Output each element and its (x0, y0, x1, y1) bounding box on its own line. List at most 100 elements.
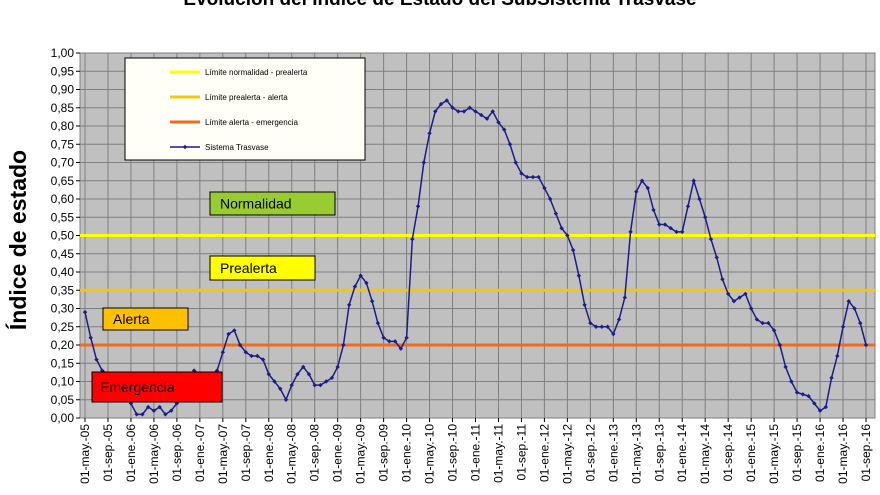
data-point (622, 295, 628, 300)
data-point (789, 379, 794, 384)
data-point (410, 236, 415, 242)
y-tick-label: 0,45 (51, 247, 75, 261)
x-tick-label: 01-sep.-11 (514, 424, 528, 481)
data-point (628, 229, 633, 235)
data-point (312, 382, 317, 388)
data-point (536, 174, 541, 180)
data-point (685, 204, 691, 209)
chart-title: Evolución del Índice de Estado del SubSi… (183, 0, 696, 10)
y-tick-label: 0,35 (51, 283, 75, 297)
zone-label: Prealerta (220, 260, 277, 276)
x-tick-label: 01-ene.-11 (469, 424, 483, 481)
data-point (547, 196, 553, 202)
data-point (800, 392, 806, 397)
data-point (812, 401, 817, 406)
data-point (421, 160, 427, 165)
y-tick-label: 0,10 (51, 375, 75, 389)
data-point (513, 160, 518, 165)
data-point (605, 324, 610, 329)
x-tick-label: 01-may.-09 (354, 424, 368, 484)
data-point (438, 101, 444, 107)
data-point (703, 215, 708, 220)
data-point (668, 226, 673, 231)
data-point (329, 375, 335, 381)
data-point (777, 342, 783, 348)
data-point (725, 291, 731, 297)
x-tick-label: 01-sep.-07 (239, 424, 253, 482)
x-tick-label: 01-sep.-15 (790, 424, 804, 482)
data-point (743, 291, 748, 297)
data-point (479, 112, 484, 118)
legend-label: Sistema Trasvase (205, 143, 269, 152)
x-tick-label: 01-sep.-14 (721, 424, 735, 482)
data-point (697, 196, 702, 202)
data-point (237, 342, 243, 348)
data-point (283, 397, 289, 402)
x-tick-label: 01-ene.-07 (193, 424, 207, 482)
data-point (461, 109, 467, 114)
legend-label: Límite prealerta - alerta (205, 93, 288, 102)
data-point (335, 364, 340, 370)
data-point (163, 412, 168, 417)
data-point (220, 350, 226, 355)
y-tick-label: 0,55 (51, 210, 75, 224)
data-point (398, 346, 404, 351)
data-point (582, 302, 587, 308)
data-point (852, 306, 857, 311)
data-point (714, 255, 719, 260)
y-tick-label: 0,20 (51, 338, 75, 352)
data-point (168, 408, 174, 413)
x-tick-label: 01-ene.-10 (400, 424, 414, 482)
y-tick-label: 0,50 (51, 229, 75, 243)
x-tick-label: 01-may.-07 (216, 424, 230, 484)
x-tick-label: 01-may.-16 (836, 424, 850, 484)
data-point (140, 412, 145, 417)
data-point (588, 320, 593, 326)
data-point (754, 317, 760, 322)
zone-box (209, 255, 316, 281)
y-tick-label: 0,80 (51, 119, 75, 133)
data-point (473, 109, 478, 114)
legend-label: Límite alerta - emergencia (205, 118, 298, 127)
data-point (760, 320, 765, 326)
data-point (318, 382, 323, 388)
y-tick-label: 0,00 (51, 411, 75, 425)
data-point (634, 189, 639, 194)
data-point (243, 350, 248, 355)
data-point (593, 324, 599, 329)
data-point (232, 328, 237, 333)
data-point (817, 408, 823, 413)
x-tick-label: 01-may.-11 (491, 424, 505, 483)
data-point (806, 393, 811, 399)
data-point (364, 280, 369, 286)
data-point (720, 277, 725, 282)
zone-label: Normalidad (220, 196, 292, 212)
data-point (748, 306, 754, 311)
data-point (502, 127, 507, 132)
data-point (260, 357, 266, 362)
data-point (427, 131, 432, 136)
data-point (708, 236, 714, 242)
data-point (611, 331, 616, 337)
data-point (507, 142, 513, 147)
y-tick-label: 0,05 (51, 393, 75, 407)
x-tick-label: 01-may.-15 (767, 424, 781, 484)
data-point (456, 109, 461, 114)
x-tick-label: 01-sep.-12 (583, 424, 597, 482)
data-point (278, 386, 283, 391)
data-point (858, 320, 863, 326)
data-point (496, 120, 501, 125)
x-tick-label: 01-ene.-15 (744, 424, 758, 482)
zone-label: Alerta (113, 311, 150, 327)
data-point (289, 382, 294, 388)
data-point (783, 364, 788, 370)
data-point (467, 105, 472, 110)
y-tick-label: 0,95 (51, 64, 75, 78)
data-point (82, 309, 88, 315)
data-point (88, 335, 93, 340)
x-tick-label: 01-ene.-12 (537, 424, 551, 482)
data-point (599, 324, 605, 329)
x-tick-label: 01-sep.-08 (308, 424, 322, 482)
data-point (829, 375, 834, 381)
